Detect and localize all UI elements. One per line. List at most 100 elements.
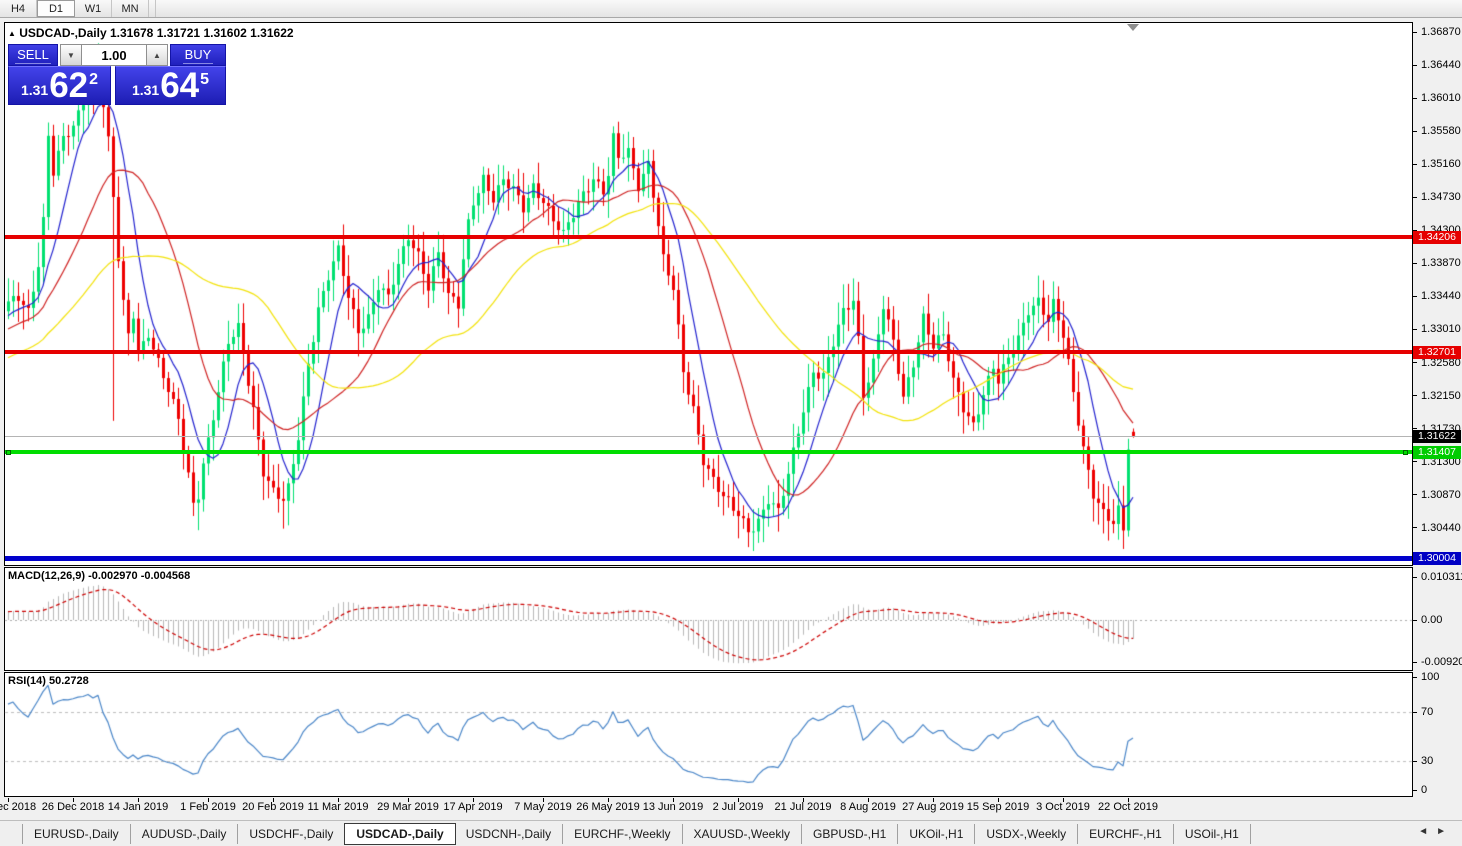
date-tick	[998, 798, 999, 802]
price-axis-label: 1.34730	[1421, 191, 1461, 204]
tab-xauusd-weekly[interactable]: XAUUSD-,Weekly	[683, 823, 802, 844]
buy-price-pips: 64	[160, 66, 200, 105]
buy-button[interactable]: BUY	[170, 44, 226, 66]
sell-button[interactable]: SELL	[8, 44, 58, 66]
date-axis-label: 26 May 2019	[576, 801, 640, 813]
price-axis-label: 1.33440	[1421, 290, 1461, 303]
timeframe-button-d1[interactable]: D1	[37, 0, 75, 17]
price-tag-1.31622: 1.31622	[1413, 430, 1461, 443]
rsi-tick	[1413, 789, 1417, 791]
date-tick	[673, 798, 674, 802]
rsi-tick	[1413, 760, 1417, 762]
sell-price-button[interactable]: 1.31 62 2	[8, 66, 111, 105]
line-handle-left[interactable]	[6, 450, 11, 455]
tab-eurusd-daily[interactable]: EURUSD-,Daily	[22, 823, 131, 844]
price-axis-label: 1.36440	[1421, 59, 1461, 72]
date-tick	[408, 798, 409, 802]
timeframe-toolbar: H4 D1 W1 MN	[0, 0, 1462, 18]
date-tick	[608, 798, 609, 802]
sell-price-point: 2	[89, 71, 99, 88]
price-axis-label: 1.35580	[1421, 125, 1461, 138]
date-axis-label: 29 Mar 2019	[377, 801, 439, 813]
timeframe-button-mn[interactable]: MN	[112, 0, 149, 17]
tab-usdx-weekly[interactable]: USDX-,Weekly	[975, 823, 1079, 844]
horizontal-line-1.31622[interactable]	[5, 436, 1412, 437]
price-tag-1.32701: 1.32701	[1413, 346, 1461, 359]
rsi-value: 50.2728	[48, 675, 89, 687]
price-tick	[1413, 461, 1417, 463]
price-tick	[1413, 97, 1417, 99]
tab-usdcnh-daily[interactable]: USDCNH-,Daily	[455, 823, 564, 844]
tab-gbpusd-h1[interactable]: GBPUSD-,H1	[802, 823, 899, 844]
rsi-tick	[1413, 711, 1417, 713]
price-axis-label: 1.36870	[1421, 26, 1461, 38]
volume-increase-button[interactable]: ▲	[146, 44, 168, 66]
date-axis-label: 2 Jul 2019	[712, 801, 764, 813]
date-tick	[73, 798, 74, 802]
tab-scroll-right-icon[interactable]: ►	[1436, 826, 1454, 837]
horizontal-line-1.34206[interactable]	[5, 235, 1412, 239]
rsi-name: RSI(14)	[8, 675, 46, 687]
rsi-tick	[1413, 676, 1417, 678]
date-axis-label: 7 May 2019	[514, 801, 572, 813]
ohlc-close: 1.31622	[250, 26, 294, 40]
collapse-triangle-icon[interactable]: ▲	[8, 29, 16, 38]
date-tick	[803, 798, 804, 802]
date-tick	[933, 798, 934, 802]
buy-price-button[interactable]: 1.31 64 5	[115, 66, 226, 105]
date-tick	[8, 798, 9, 802]
tab-eurchf-h1[interactable]: EURCHF-,H1	[1078, 823, 1174, 844]
tab-eurchf-weekly[interactable]: EURCHF-,Weekly	[563, 823, 683, 844]
date-axis-label: 26 Dec 2018	[41, 801, 105, 813]
date-tick	[1128, 798, 1129, 802]
date-tick	[738, 798, 739, 802]
price-tick	[1413, 31, 1417, 33]
buy-button-label: BUY	[182, 46, 214, 64]
price-axis-label: 1.33010	[1421, 323, 1461, 336]
sell-price-big-figure: 1.31	[20, 82, 49, 98]
date-axis-label: 13 Jun 2019	[642, 801, 704, 813]
timeframe-button-w1[interactable]: W1	[75, 0, 112, 17]
date-axis-label: 1 Feb 2019	[180, 801, 236, 813]
price-tick	[1413, 196, 1417, 198]
macd-tick	[1413, 619, 1417, 621]
price-tick	[1413, 262, 1417, 264]
ohlc-low: 1.31602	[203, 26, 247, 40]
tab-usdcad-daily[interactable]: USDCAD-,Daily	[344, 822, 456, 845]
rsi-axis-label: 0	[1421, 784, 1428, 796]
timeframe-button-h4[interactable]: H4	[0, 0, 37, 17]
sell-button-label: SELL	[15, 46, 51, 64]
date-tick	[868, 798, 869, 802]
tab-audusd-daily[interactable]: AUDUSD-,Daily	[131, 823, 239, 844]
horizontal-line-1.32701[interactable]	[5, 350, 1412, 354]
volume-input[interactable]	[82, 44, 146, 66]
chart-shift-marker-icon[interactable]	[1127, 24, 1139, 31]
horizontal-line-1.30004[interactable]	[5, 556, 1412, 561]
date-tick	[473, 798, 474, 802]
price-tick	[1413, 64, 1417, 66]
tab-scroll-arrows[interactable]: ◄►	[1418, 826, 1454, 837]
price-axis-label: 1.30870	[1421, 488, 1461, 501]
price-tick	[1413, 163, 1417, 165]
tab-usoil-h1[interactable]: USOil-,H1	[1174, 823, 1251, 844]
date-tick	[543, 798, 544, 802]
volume-decrease-button[interactable]: ▼	[60, 44, 82, 66]
line-handle-right[interactable]	[1403, 450, 1408, 455]
price-axis-label: 1.32150	[1421, 389, 1461, 402]
horizontal-line-1.31407[interactable]	[5, 450, 1412, 454]
tab-ukoil-h1[interactable]: UKOil-,H1	[898, 823, 976, 844]
price-tag-1.30004: 1.30004	[1413, 552, 1461, 565]
price-tick	[1413, 130, 1417, 132]
price-tick	[1413, 328, 1417, 330]
tab-usdchf-daily[interactable]: USDCHF-,Daily	[238, 823, 346, 844]
macd-axis-label: -0.009203	[1421, 656, 1462, 668]
rsi-label: RSI(14) 50.2728	[8, 675, 89, 687]
price-tag-1.34206: 1.34206	[1413, 231, 1461, 244]
one-click-trade-widget: SELL ▼ ▲ BUY 1.31 62 2 1.31 64 5	[8, 44, 226, 105]
price-axis-label: 1.35160	[1421, 158, 1461, 171]
chevron-up-icon: ▲	[153, 50, 161, 60]
buy-price-big-figure: 1.31	[131, 82, 160, 98]
tab-scroll-left-icon[interactable]: ◄	[1418, 826, 1437, 837]
